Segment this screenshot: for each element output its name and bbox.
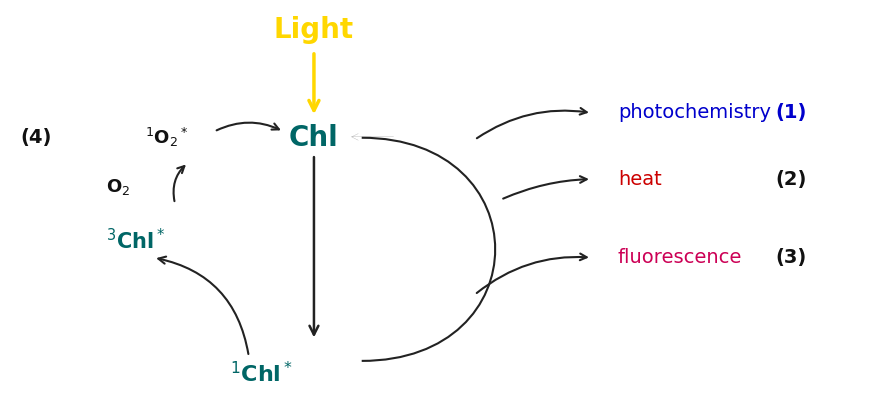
Text: $^1$Chl$^*$: $^1$Chl$^*$ (230, 361, 294, 386)
Text: (2): (2) (776, 170, 807, 188)
Text: $^3$Chl$^*$: $^3$Chl$^*$ (106, 228, 165, 254)
Text: photochemistry: photochemistry (618, 104, 771, 122)
Text: Light: Light (273, 16, 354, 45)
Text: fluorescence: fluorescence (618, 248, 742, 267)
Text: Chl: Chl (289, 124, 339, 152)
Text: heat: heat (618, 170, 662, 188)
Text: (4): (4) (20, 128, 51, 147)
Text: (3): (3) (776, 248, 807, 267)
Text: O$_2$: O$_2$ (106, 177, 131, 197)
Text: (1): (1) (776, 104, 807, 122)
Text: $^1$O$_2$$^*$: $^1$O$_2$$^*$ (145, 126, 188, 149)
